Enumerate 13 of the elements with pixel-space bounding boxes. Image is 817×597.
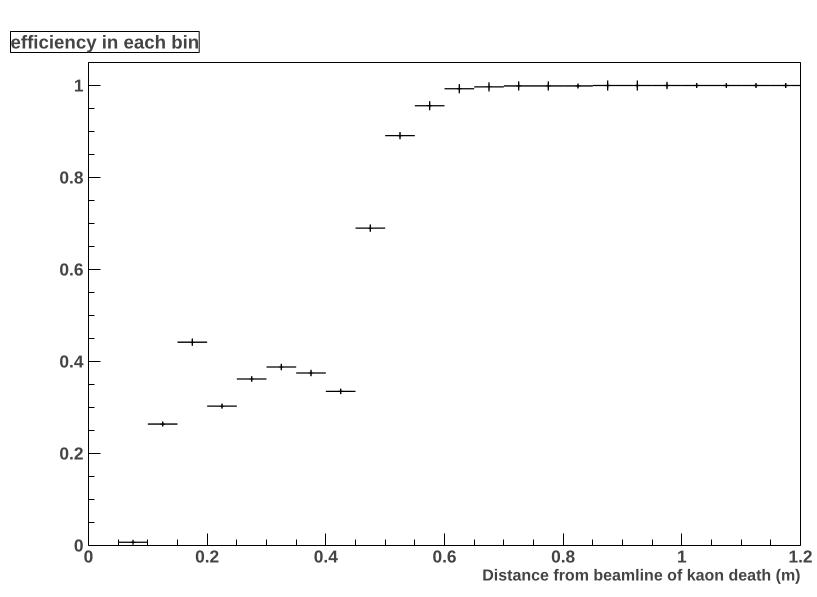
x-tick-label: 1	[677, 546, 688, 566]
y-tick-label: 0.2	[59, 444, 84, 464]
y-tick-label: 1	[74, 76, 84, 96]
x-tick-label: 0.2	[195, 546, 220, 566]
x-tick-label: 0.8	[551, 546, 576, 566]
y-tick-label: 0.4	[59, 352, 84, 372]
x-tick-label: 0.6	[432, 546, 457, 566]
x-axis-title: Distance from beamline of kaon death (m)	[482, 568, 800, 584]
chart-title: efficiency in each bin	[10, 32, 200, 52]
x-tick-label: 0.4	[314, 546, 338, 566]
y-tick-label: 0.6	[59, 260, 84, 280]
y-tick-label: 0.8	[59, 168, 84, 188]
x-tick-label: 1.2	[788, 546, 813, 566]
